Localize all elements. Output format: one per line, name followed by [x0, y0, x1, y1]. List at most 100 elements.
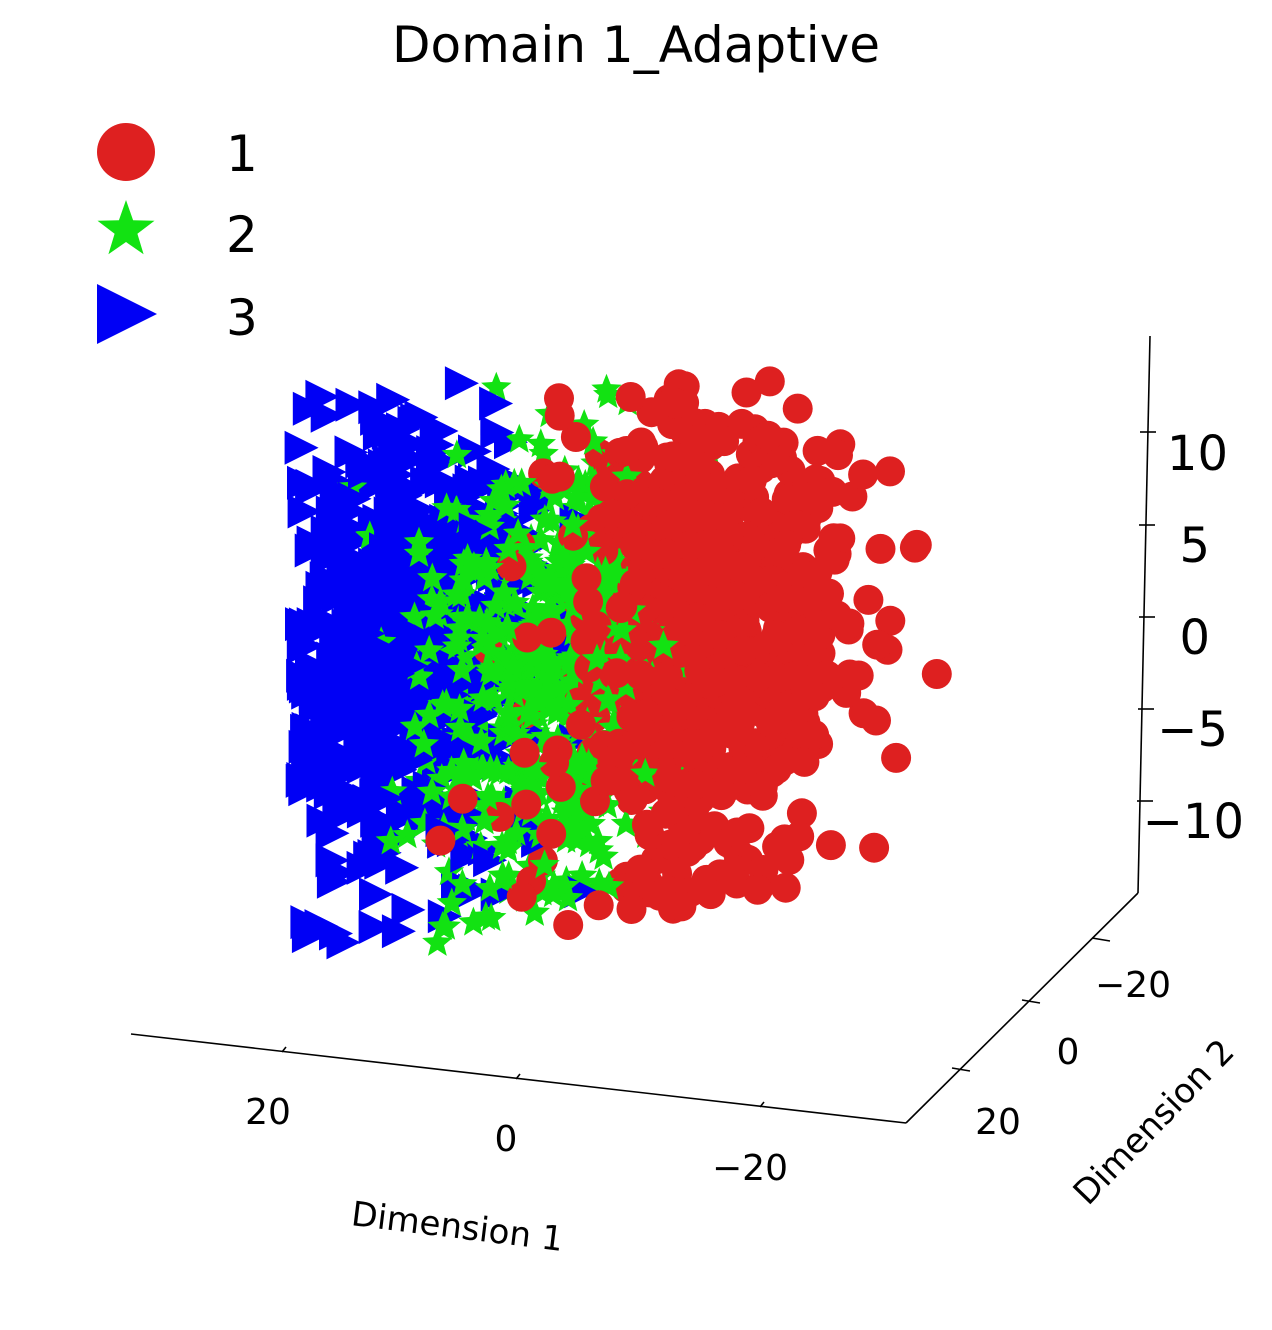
point-series-2 — [425, 586, 456, 615]
point-series-3 — [333, 642, 368, 677]
point-series-2 — [484, 618, 515, 648]
point-series-1 — [558, 520, 589, 551]
point-series-2 — [562, 481, 593, 511]
point-series-1 — [657, 441, 688, 472]
point-series-1 — [742, 874, 773, 905]
legend-marker-circle — [97, 123, 155, 181]
point-series-2 — [501, 816, 532, 846]
point-series-2 — [532, 803, 563, 833]
point-series-3 — [330, 681, 364, 716]
point-series-2 — [502, 517, 534, 547]
point-series-2 — [493, 875, 524, 904]
point-series-1 — [425, 825, 456, 856]
point-series-2 — [443, 623, 474, 652]
point-series-3 — [480, 415, 515, 450]
point-series-1 — [656, 509, 687, 540]
point-series-1 — [794, 585, 825, 616]
point-series-1 — [742, 662, 773, 693]
point-series-3 — [294, 533, 329, 568]
point-series-1 — [545, 771, 576, 802]
point-series-2 — [417, 562, 448, 592]
point-series-2 — [471, 606, 503, 636]
point-series-3 — [346, 850, 381, 885]
point-series-1 — [865, 533, 896, 564]
point-series-1 — [544, 400, 575, 431]
point-series-2 — [466, 726, 497, 755]
point-series-1 — [625, 854, 656, 885]
point-series-1 — [695, 879, 726, 910]
point-series-1 — [724, 717, 755, 748]
point-series-3 — [348, 455, 382, 490]
point-series-1 — [553, 910, 584, 940]
point-series-2 — [555, 813, 586, 843]
point-series-2 — [490, 490, 521, 519]
point-series-1 — [674, 530, 705, 561]
point-series-1 — [770, 872, 801, 903]
x-tick-mark — [759, 1101, 765, 1108]
point-series-2 — [563, 774, 594, 804]
point-series-2 — [504, 423, 535, 453]
point-series-2 — [481, 371, 512, 401]
point-series-1 — [815, 830, 846, 861]
point-series-3 — [381, 914, 416, 949]
point-series-2 — [532, 567, 563, 596]
point-series-1 — [881, 742, 912, 773]
point-series-2 — [507, 670, 538, 700]
point-series-3 — [305, 570, 340, 605]
point-series-1 — [625, 659, 656, 690]
point-series-1 — [631, 809, 662, 840]
point-series-2 — [492, 611, 523, 641]
point-series-2 — [529, 503, 561, 533]
point-series-3 — [311, 741, 346, 776]
point-series-1 — [619, 568, 650, 599]
z-tick-label: 5 — [1179, 518, 1210, 574]
point-series-1 — [789, 746, 820, 777]
point-series-1 — [595, 765, 626, 796]
point-series-2 — [530, 721, 561, 751]
point-series-3 — [315, 843, 350, 878]
point-series-3 — [287, 465, 321, 500]
y-tick-label: −20 — [1095, 965, 1171, 1006]
point-series-2 — [495, 709, 526, 739]
point-series-3 — [458, 512, 493, 547]
point-series-2 — [375, 825, 407, 855]
point-series-2 — [448, 564, 479, 594]
point-series-1 — [628, 717, 659, 748]
point-series-1 — [731, 377, 762, 408]
point-series-2 — [606, 614, 637, 644]
point-series-1 — [601, 658, 632, 689]
point-series-1 — [447, 783, 478, 814]
point-series-2 — [602, 559, 634, 589]
point-series-2 — [492, 697, 523, 727]
point-series-1 — [768, 583, 799, 614]
point-series-1 — [853, 584, 884, 615]
point-series-2 — [566, 859, 598, 889]
point-series-2 — [403, 537, 435, 567]
z-axis: 10 5 0 −5 −10 — [1137, 335, 1244, 894]
point-series-1 — [771, 484, 802, 515]
point-series-2 — [549, 870, 581, 900]
point-series-3 — [442, 667, 477, 702]
point-series-1 — [722, 817, 753, 848]
point-series-2 — [537, 690, 569, 720]
point-series-1 — [666, 891, 697, 922]
point-series-3 — [373, 659, 408, 694]
point-series-2 — [414, 634, 445, 664]
point-series-3 — [310, 398, 345, 433]
point-series-2 — [535, 662, 566, 692]
point-series-1 — [680, 769, 711, 800]
legend-item-3: 3 — [97, 284, 258, 347]
point-series-1 — [747, 771, 778, 802]
point-series-1 — [799, 719, 830, 750]
x-tick-label: 20 — [245, 1092, 291, 1133]
point-series-3 — [479, 386, 514, 421]
point-series-3 — [444, 366, 479, 401]
point-series-2 — [441, 578, 472, 608]
point-series-2 — [499, 467, 530, 497]
point-series-2 — [422, 926, 453, 956]
point-series-2 — [419, 599, 450, 629]
z-tick-label: −5 — [1157, 702, 1228, 758]
point-series-1 — [761, 625, 792, 656]
point-series-1 — [539, 747, 570, 778]
point-series-2 — [630, 757, 661, 787]
